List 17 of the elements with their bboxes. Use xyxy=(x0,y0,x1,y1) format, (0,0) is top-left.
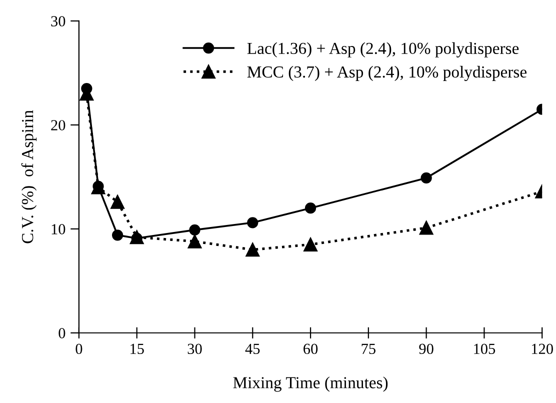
x-tick-label: 45 xyxy=(245,344,260,354)
x-axis-title: Mixing Time (minutes) xyxy=(233,376,388,392)
x-tick-label: 0 xyxy=(76,344,82,354)
x-tick-label: 30 xyxy=(188,344,202,354)
x-tick-label: 75 xyxy=(362,344,376,354)
y-tick-label: 30 xyxy=(51,16,66,26)
x-tick-label: 120 xyxy=(532,344,553,354)
legend-label: Lac(1.36) + Asp (2.4), 10% polydisperse xyxy=(247,42,519,58)
x-tick-label: 90 xyxy=(419,344,434,354)
x-tick-label: 105 xyxy=(474,344,496,354)
x-tick-label: 15 xyxy=(130,344,144,354)
y-axis-title: C.V. (%) of Aspirin xyxy=(21,110,37,244)
legend-label: MCC (3.7) + Asp (2.4), 10% polydisperse xyxy=(247,66,527,82)
y-tick-label: 0 xyxy=(58,328,66,338)
y-tick-label: 20 xyxy=(51,120,66,130)
x-tick-label: 60 xyxy=(304,344,318,354)
y-tick-label: 10 xyxy=(52,224,66,234)
